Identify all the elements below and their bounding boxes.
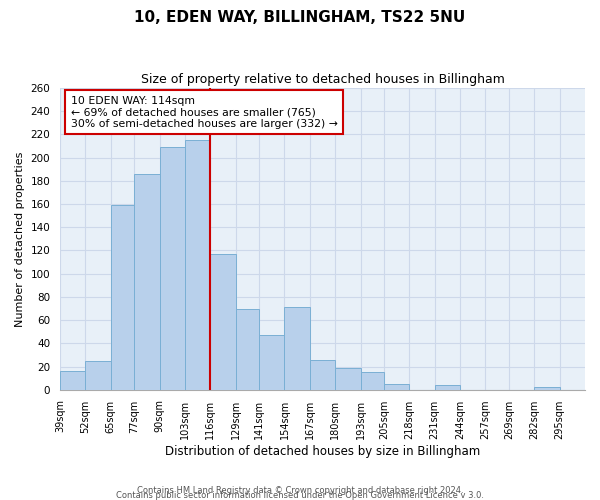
Bar — [236, 308, 259, 390]
Y-axis label: Number of detached properties: Number of detached properties — [15, 151, 25, 326]
Bar — [160, 147, 185, 390]
Bar — [435, 385, 460, 390]
Bar — [134, 174, 160, 390]
X-axis label: Distribution of detached houses by size in Billingham: Distribution of detached houses by size … — [165, 444, 480, 458]
Bar — [85, 360, 111, 390]
Bar — [210, 254, 236, 390]
Title: Size of property relative to detached houses in Billingham: Size of property relative to detached ho… — [140, 72, 505, 86]
Text: Contains HM Land Registry data © Crown copyright and database right 2024.: Contains HM Land Registry data © Crown c… — [137, 486, 463, 495]
Text: Contains public sector information licensed under the Open Government Licence v : Contains public sector information licen… — [116, 490, 484, 500]
Bar — [111, 205, 134, 390]
Text: 10 EDEN WAY: 114sqm
← 69% of detached houses are smaller (765)
30% of semi-detac: 10 EDEN WAY: 114sqm ← 69% of detached ho… — [71, 96, 337, 129]
Bar — [310, 360, 335, 390]
Text: 10, EDEN WAY, BILLINGHAM, TS22 5NU: 10, EDEN WAY, BILLINGHAM, TS22 5NU — [134, 10, 466, 25]
Bar — [335, 368, 361, 390]
Bar — [384, 384, 409, 390]
Bar — [259, 335, 284, 390]
Bar — [284, 308, 310, 390]
Bar — [534, 388, 560, 390]
Bar — [361, 372, 384, 390]
Bar — [185, 140, 210, 390]
Bar — [60, 371, 85, 390]
